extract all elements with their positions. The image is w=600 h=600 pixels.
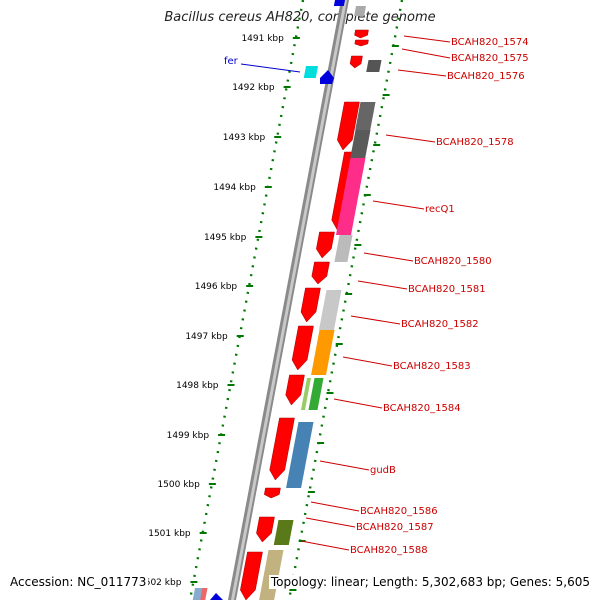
gene-label: BCAH820_1582 [401, 319, 479, 330]
gene-arrow [300, 287, 321, 323]
gene-label: BCAH820_1583 [393, 361, 471, 372]
gene-arrow [263, 487, 281, 499]
gene-block [286, 422, 314, 488]
label-connector [403, 35, 451, 43]
gene-label: recQ1 [425, 204, 455, 215]
label-connector [319, 460, 370, 471]
gene-block [300, 378, 311, 410]
label-connector [342, 356, 393, 367]
gene-label: BCAH820_1588 [350, 545, 428, 556]
label-connector [397, 69, 447, 77]
gene-label: BCAH820_1575 [451, 53, 529, 64]
scale-label: 1499 kbp [167, 431, 210, 441]
gene-block [273, 520, 294, 545]
gene-block [200, 588, 208, 600]
gene-arrow [316, 231, 335, 259]
gene-arrow [337, 101, 360, 151]
gene-arrow [311, 261, 330, 285]
label-connector [350, 315, 401, 325]
gene-arrow [291, 325, 314, 371]
map-title: Bacillus cereus AH820, complete genome [164, 10, 436, 25]
gene-label: BCAH820_1587 [356, 522, 434, 533]
gene-block [333, 0, 345, 6]
label-connector [240, 63, 301, 73]
gene-arrow-blue [320, 70, 334, 84]
topology-text: Topology: linear; Length: 5,302,683 bp; … [268, 575, 592, 589]
gene-arrow [256, 516, 275, 543]
gene-label: BCAH820_1581 [408, 284, 486, 295]
accession-text: Accession: NC_011773 [8, 575, 149, 589]
gene-block [303, 66, 318, 78]
gene-block [311, 330, 335, 375]
label-connector [300, 540, 350, 551]
gene-label: BCAH820_1584 [383, 403, 461, 414]
scale-label: 1498 kbp [176, 381, 219, 391]
chromosome-backbone-edge [231, 0, 347, 600]
scale-label: 1491 kbp [241, 34, 284, 44]
scale-label: 1501 kbp [148, 529, 191, 539]
label-connector [385, 134, 436, 143]
gene-label: BCAH820_1578 [436, 137, 514, 148]
label-connector [310, 501, 360, 512]
label-connector [372, 200, 425, 210]
gene-label: BCAH820_1586 [360, 506, 438, 517]
gene-block [354, 6, 366, 16]
gene-arrow [349, 55, 363, 69]
gene-arrow [354, 29, 369, 39]
label-connector [305, 517, 356, 528]
gene-block [336, 158, 366, 235]
gene-arrow [354, 39, 369, 47]
scale-label: 1502 kbp [139, 578, 182, 588]
label-connector [357, 280, 408, 290]
gene-arrow [269, 417, 295, 481]
gene-label: BCAH820_1576 [447, 71, 525, 82]
gene-label: BCAH820_1574 [451, 37, 529, 48]
scale-label: 1494 kbp [213, 183, 256, 193]
scale-label: 1493 kbp [223, 133, 266, 143]
gene-arrow-blue [210, 593, 223, 600]
scale-ticks: 1491 kbp 1492 kbp 1493 kbp 1494 kbp 1495 kbp… [139, 34, 399, 591]
gene-arrow [285, 374, 305, 406]
scale-label: 1495 kbp [204, 233, 247, 243]
gene-block [308, 378, 324, 410]
label-connector [363, 252, 414, 262]
gene-block [350, 130, 371, 158]
gene-labels: BCAH820_1574 BCAH820_1575 BCAH820_1576 BCAH… [224, 35, 529, 556]
gene-block [355, 102, 376, 130]
label-connector [401, 48, 451, 59]
gene-label-fer: fer [224, 56, 239, 67]
gene-block [366, 60, 382, 72]
scale-label: 1500 kbp [157, 480, 200, 490]
gene-block [318, 290, 342, 330]
gene-label: gudB [370, 465, 396, 476]
gene-block [334, 235, 353, 262]
label-connector [333, 398, 383, 409]
scale-label: 1496 kbp [195, 282, 238, 292]
gene-label: BCAH820_1580 [414, 256, 492, 267]
gene-track [192, 0, 382, 600]
gene-arrow [240, 551, 263, 600]
scale-label: 1497 kbp [185, 332, 228, 342]
scale-label: 1492 kbp [232, 83, 275, 93]
